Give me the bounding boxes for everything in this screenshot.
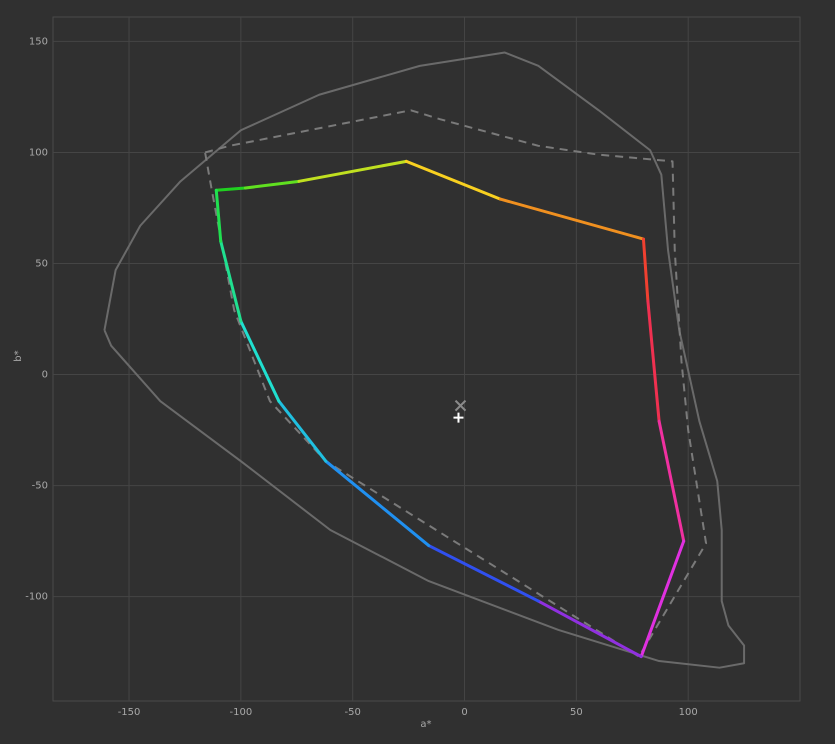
gamut-segment xyxy=(219,239,243,323)
x-tick-label: -100 xyxy=(230,707,253,718)
gamut-segment xyxy=(639,539,686,659)
y-axis-label: b* xyxy=(13,350,24,361)
gamut-segment xyxy=(214,188,223,243)
gamut-segment xyxy=(404,159,502,201)
y-tick-label: 150 xyxy=(29,36,48,47)
plot-area xyxy=(52,16,801,702)
gamut-segment xyxy=(536,599,643,659)
gamut-segment xyxy=(297,159,408,183)
gamut-segment xyxy=(214,186,247,192)
gamut-segment xyxy=(657,419,686,543)
x-tick-label: 50 xyxy=(570,707,583,718)
x-tick-label: -50 xyxy=(345,707,361,718)
gamut-segment xyxy=(239,319,281,403)
x-tick-label: -150 xyxy=(118,707,141,718)
y-tick-label: 50 xyxy=(35,259,48,270)
gamut-segment xyxy=(324,459,431,548)
white-point-marker xyxy=(454,399,467,412)
y-tick-label: -100 xyxy=(25,592,48,603)
x-tick-label: 100 xyxy=(679,707,698,718)
gamut-segment xyxy=(646,299,661,423)
reference-gamut xyxy=(204,109,708,658)
spectral-locus xyxy=(103,51,746,669)
gamut-segment xyxy=(243,179,301,190)
y-tick-label: -50 xyxy=(32,481,48,492)
y-tick-label: 100 xyxy=(29,147,48,158)
gamut-segment xyxy=(277,399,328,463)
x-axis-label: a* xyxy=(420,719,431,730)
gamut-segment xyxy=(641,237,650,303)
x-tick-label: 0 xyxy=(461,707,467,718)
white-point-marker xyxy=(453,412,464,423)
gamut-segment xyxy=(427,544,540,603)
y-tick-label: 0 xyxy=(42,370,48,381)
gamut-segment xyxy=(498,197,645,241)
